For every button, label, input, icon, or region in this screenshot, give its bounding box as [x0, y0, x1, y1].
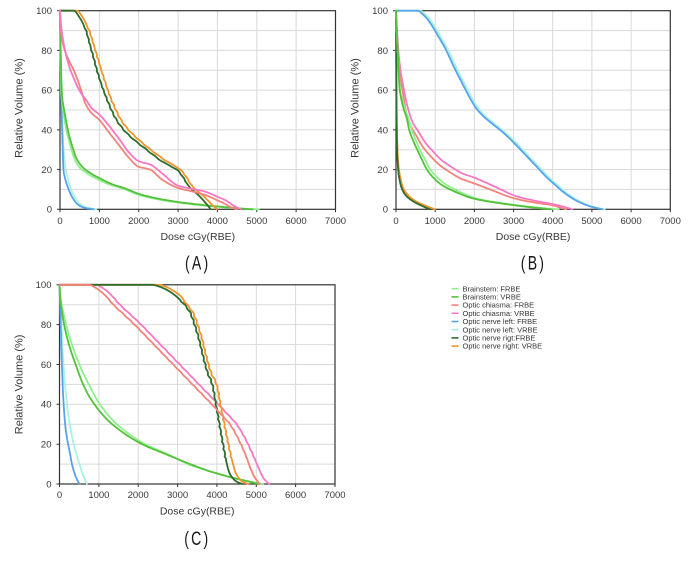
- svg-text:40: 40: [41, 125, 52, 136]
- svg-text:7000: 7000: [660, 216, 681, 227]
- svg-text:Relative Volume (%): Relative Volume (%): [14, 335, 26, 435]
- svg-text:0: 0: [46, 479, 51, 490]
- svg-text:20: 20: [377, 165, 388, 176]
- svg-text:80: 80: [41, 320, 52, 331]
- svg-text:Optic chiasma: FRBE: Optic chiasma: FRBE: [463, 301, 535, 310]
- svg-text:0: 0: [57, 216, 62, 227]
- svg-text:Brainstem: FRBE: Brainstem: FRBE: [463, 284, 521, 293]
- svg-text:Relative Volume (%): Relative Volume (%): [14, 58, 26, 158]
- svg-text:1000: 1000: [89, 216, 110, 227]
- svg-text:5000: 5000: [581, 216, 602, 227]
- svg-text:Optic nerve left: VRBE: Optic nerve left: VRBE: [463, 325, 538, 334]
- svg-text:80: 80: [377, 46, 388, 57]
- svg-text:1000: 1000: [88, 490, 109, 501]
- svg-text:Brainstem: VRBE: Brainstem: VRBE: [463, 293, 521, 302]
- svg-text:40: 40: [41, 400, 52, 411]
- svg-text:0: 0: [47, 205, 52, 216]
- svg-text:Optic nerve left: FRBE: Optic nerve left: FRBE: [463, 317, 538, 326]
- svg-text:4000: 4000: [542, 216, 563, 227]
- svg-text:Optic chiasma: VRBE: Optic chiasma: VRBE: [463, 309, 535, 318]
- svg-text:(B): (B): [521, 252, 546, 274]
- svg-text:80: 80: [41, 46, 52, 57]
- svg-text:4000: 4000: [206, 490, 227, 501]
- svg-text:Optic nerve rigt:FRBE: Optic nerve rigt:FRBE: [463, 334, 536, 343]
- svg-text:2000: 2000: [128, 216, 149, 227]
- svg-text:5000: 5000: [246, 216, 267, 227]
- svg-text:20: 20: [41, 165, 52, 176]
- svg-text:6000: 6000: [285, 490, 306, 501]
- svg-text:0: 0: [57, 490, 62, 501]
- svg-text:Relative Volume (%): Relative Volume (%): [350, 58, 362, 158]
- svg-text:60: 60: [41, 360, 52, 371]
- svg-text:Dose cGy(RBE): Dose cGy(RBE): [160, 231, 235, 243]
- svg-text:2000: 2000: [128, 490, 149, 501]
- svg-text:100: 100: [372, 6, 388, 17]
- svg-text:5000: 5000: [246, 490, 267, 501]
- svg-text:7000: 7000: [325, 216, 346, 227]
- svg-text:6000: 6000: [621, 216, 642, 227]
- svg-text:(C): (C): [184, 528, 210, 550]
- svg-text:100: 100: [36, 6, 52, 17]
- svg-text:3000: 3000: [503, 216, 524, 227]
- svg-text:2000: 2000: [464, 216, 485, 227]
- svg-text:100: 100: [36, 280, 52, 291]
- svg-text:(A): (A): [185, 252, 210, 274]
- svg-text:7000: 7000: [324, 490, 345, 501]
- svg-text:Dose cGy(RBE): Dose cGy(RBE): [160, 506, 235, 518]
- svg-text:0: 0: [383, 205, 388, 216]
- svg-text:6000: 6000: [286, 216, 307, 227]
- svg-text:1000: 1000: [425, 216, 446, 227]
- svg-text:Optic nerve right: VRBE: Optic nerve right: VRBE: [463, 342, 543, 351]
- svg-text:20: 20: [41, 440, 52, 451]
- svg-text:0: 0: [393, 216, 398, 227]
- svg-text:40: 40: [377, 125, 388, 136]
- svg-text:3000: 3000: [168, 216, 189, 227]
- svg-text:60: 60: [377, 86, 388, 97]
- svg-text:3000: 3000: [167, 490, 188, 501]
- svg-text:60: 60: [41, 86, 52, 97]
- svg-text:Dose cGy(RBE): Dose cGy(RBE): [496, 231, 571, 243]
- svg-text:4000: 4000: [207, 216, 228, 227]
